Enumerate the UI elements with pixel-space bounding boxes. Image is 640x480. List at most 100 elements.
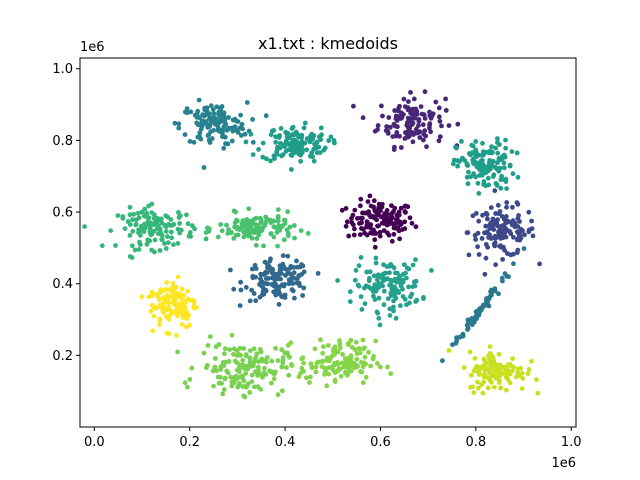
- data-point: [465, 181, 471, 187]
- data-point: [495, 150, 501, 156]
- data-point: [370, 288, 376, 294]
- data-point: [519, 370, 525, 376]
- data-point: [305, 231, 311, 236]
- data-point: [345, 356, 350, 362]
- data-point: [366, 349, 371, 355]
- data-point: [356, 283, 362, 289]
- data-point: [163, 246, 169, 251]
- data-point: [473, 237, 478, 242]
- data-point: [489, 144, 494, 150]
- data-point: [476, 191, 482, 196]
- data-point: [289, 167, 294, 172]
- data-point: [373, 338, 379, 344]
- data-point: [311, 158, 317, 164]
- data-point: [179, 286, 185, 292]
- data-point: [421, 137, 426, 143]
- data-point: [420, 122, 426, 128]
- data-point: [526, 209, 532, 215]
- data-point: [507, 163, 513, 169]
- data-point: [332, 344, 338, 350]
- data-point: [407, 215, 413, 221]
- data-point: [419, 111, 425, 117]
- data-point: [357, 232, 363, 238]
- data-point: [515, 201, 521, 207]
- data-point: [503, 145, 508, 151]
- data-point: [291, 223, 297, 228]
- data-point: [279, 153, 284, 159]
- data-point: [352, 277, 358, 283]
- data-point: [164, 330, 170, 336]
- data-point: [284, 132, 290, 137]
- data-point: [197, 130, 203, 136]
- data-point: [248, 224, 254, 230]
- data-point: [250, 266, 255, 272]
- data-point: [488, 220, 494, 226]
- data-point: [405, 129, 411, 135]
- data-point: [271, 282, 276, 288]
- data-point: [242, 366, 248, 371]
- data-point: [268, 132, 274, 138]
- data-point: [127, 212, 133, 218]
- data-point: [486, 366, 492, 372]
- data-point: [443, 96, 448, 102]
- data-point: [249, 379, 255, 384]
- data-point: [132, 247, 138, 253]
- data-point: [176, 215, 182, 220]
- data-point: [511, 261, 516, 267]
- data-point: [465, 325, 471, 331]
- data-point: [251, 291, 257, 296]
- data-point: [240, 358, 246, 363]
- data-point: [410, 106, 416, 112]
- data-point: [301, 125, 307, 131]
- data-point: [176, 125, 182, 131]
- data-point: [304, 147, 309, 153]
- data-point: [389, 203, 394, 209]
- data-point: [391, 291, 397, 297]
- data-point: [201, 113, 207, 119]
- data-point: [411, 96, 417, 102]
- data-point: [322, 372, 327, 377]
- data-point: [529, 226, 535, 232]
- data-point: [389, 215, 395, 221]
- data-point: [421, 296, 426, 301]
- data-point: [498, 177, 504, 183]
- data-point: [226, 115, 231, 120]
- data-point: [475, 244, 480, 250]
- data-point: [357, 350, 363, 356]
- data-point: [393, 315, 399, 321]
- data-point: [259, 356, 265, 362]
- data-point: [350, 345, 355, 350]
- data-point: [278, 276, 283, 282]
- data-point: [184, 110, 190, 116]
- data-point: [139, 294, 145, 300]
- data-point: [437, 134, 443, 140]
- data-point: [251, 384, 257, 390]
- data-point: [232, 220, 238, 226]
- data-point: [205, 343, 211, 348]
- data-point: [250, 117, 256, 122]
- data-point: [287, 224, 293, 230]
- data-point: [130, 229, 136, 234]
- data-point: [496, 157, 502, 163]
- data-point: [260, 154, 266, 160]
- data-point: [346, 341, 351, 347]
- data-point: [501, 165, 507, 171]
- data-point: [296, 134, 301, 140]
- data-point: [166, 222, 172, 227]
- data-point: [324, 383, 330, 389]
- data-point: [150, 328, 156, 334]
- data-point: [201, 350, 207, 356]
- data-point: [242, 131, 248, 137]
- data-point: [515, 370, 521, 376]
- data-point: [391, 147, 397, 153]
- data-point: [248, 228, 254, 234]
- data-point: [495, 202, 501, 208]
- data-point: [157, 230, 163, 236]
- data-point: [195, 134, 201, 140]
- data-point: [279, 364, 285, 370]
- data-point: [213, 344, 219, 350]
- data-point: [243, 139, 249, 145]
- data-point: [151, 313, 157, 319]
- data-point: [275, 243, 280, 249]
- data-point: [520, 376, 526, 381]
